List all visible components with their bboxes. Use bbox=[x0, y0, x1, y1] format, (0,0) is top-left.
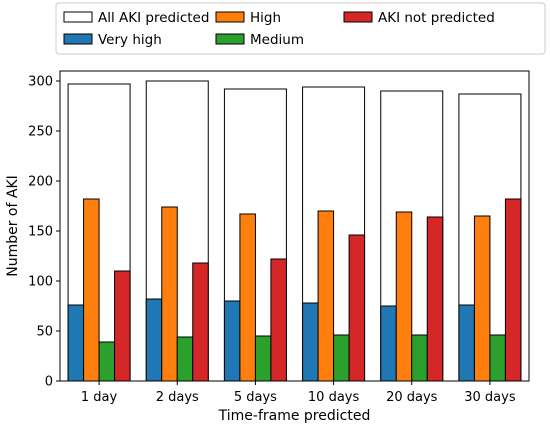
y-tick-label: 150 bbox=[28, 225, 53, 240]
x-tick-label: 2 days bbox=[156, 390, 199, 405]
legend-box bbox=[55, 2, 546, 55]
legend-label-high: High bbox=[250, 10, 281, 26]
legend-label-all-aki-predicted: All AKI predicted bbox=[98, 10, 209, 26]
bar-aki-not-predicted-5 bbox=[504, 198, 522, 382]
y-tick-label: 200 bbox=[28, 175, 53, 190]
x-tick-label: 1 day bbox=[81, 390, 118, 405]
y-tick-label: 250 bbox=[28, 125, 53, 140]
bar-medium-2 bbox=[254, 335, 272, 382]
bar-medium-3 bbox=[333, 334, 350, 382]
legend-swatch-medium bbox=[215, 33, 245, 45]
bar-very-high-1 bbox=[145, 298, 163, 382]
bar-aki-not-predicted-0 bbox=[114, 270, 131, 382]
bar-aki-not-predicted-3 bbox=[348, 234, 366, 382]
y-axis-label: Number of AKI bbox=[5, 175, 21, 277]
y-tick-label: 300 bbox=[28, 75, 53, 90]
legend: All AKI predicted Very high High Medium AKI … bbox=[55, 2, 546, 55]
x-tick-label: 5 days bbox=[234, 390, 277, 405]
bar-high-0 bbox=[83, 198, 100, 382]
y-tick-label: 0 bbox=[45, 375, 53, 390]
bar-medium-1 bbox=[176, 336, 194, 382]
bar-high-2 bbox=[239, 213, 256, 382]
legend-swatch-high bbox=[215, 11, 245, 23]
legend-swatch-all-aki-predicted bbox=[63, 11, 93, 23]
bar-aki-not-predicted-4 bbox=[426, 216, 444, 382]
x-axis: 1 day 2 days 5 days 10 days 20 days 30 days bbox=[81, 381, 516, 405]
x-tick-label: 10 days bbox=[308, 390, 360, 405]
x-axis-label: Time-frame predicted bbox=[218, 408, 371, 424]
bar-high-5 bbox=[473, 215, 491, 382]
bar-high-3 bbox=[317, 210, 335, 382]
legend-swatch-aki-not-predicted bbox=[343, 11, 373, 23]
bar-aki-not-predicted-1 bbox=[192, 262, 209, 382]
bar-high-4 bbox=[395, 211, 413, 382]
y-axis: 0 50 100 150 200 250 300 bbox=[28, 75, 60, 390]
bar-medium-5 bbox=[489, 334, 506, 382]
bar-aki-not-predicted-2 bbox=[270, 258, 287, 382]
bar-very-high-5 bbox=[458, 304, 475, 382]
legend-label-very-high: Very high bbox=[98, 32, 162, 48]
legend-swatch-very-high bbox=[63, 33, 93, 45]
bar-medium-0 bbox=[98, 341, 116, 382]
plot-frame bbox=[59, 70, 530, 382]
bar-very-high-4 bbox=[380, 305, 397, 382]
bar-high-1 bbox=[161, 206, 178, 382]
x-tick-label: 30 days bbox=[464, 390, 516, 405]
bar-very-high-0 bbox=[67, 304, 85, 382]
legend-label-medium: Medium bbox=[250, 32, 304, 48]
legend-label-aki-not-predicted: AKI not predicted bbox=[378, 10, 495, 26]
bar-very-high-2 bbox=[223, 300, 241, 382]
bars bbox=[67, 80, 522, 382]
bar-very-high-3 bbox=[302, 302, 319, 382]
y-tick-label: 50 bbox=[36, 325, 53, 340]
bar-medium-4 bbox=[411, 334, 428, 382]
y-tick-label: 100 bbox=[28, 275, 53, 290]
x-tick-label: 20 days bbox=[386, 390, 438, 405]
